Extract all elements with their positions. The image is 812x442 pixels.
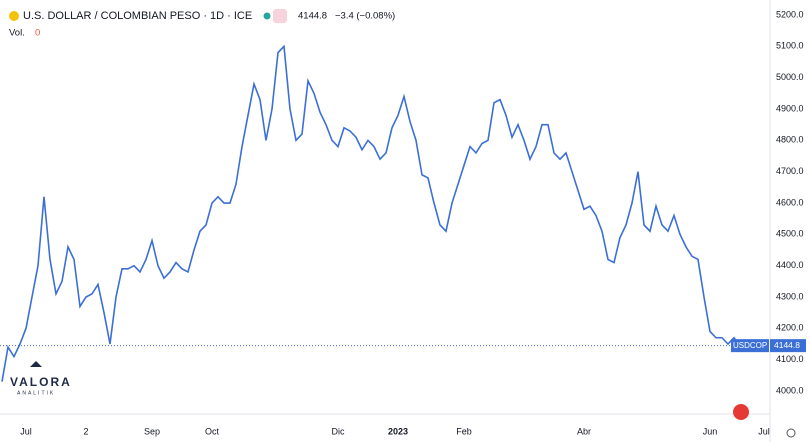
price-change: −3.4 (−0.08%) [335,11,395,22]
y-tick-label: 4900.0 [776,103,804,113]
y-tick-label: 4400.0 [776,260,804,270]
x-tick-label: Jul [20,426,32,436]
y-tick-label: 4200.0 [776,323,804,333]
volume-label: Vol. [9,28,25,39]
y-tick-label: 5100.0 [776,41,804,51]
y-tick-label: 4500.0 [776,229,804,239]
y-tick-label: 4800.0 [776,135,804,145]
symbol-label: USDCOP [733,341,767,350]
x-tick-label: Abr [577,426,591,436]
y-tick-label: 4600.0 [776,197,804,207]
x-tick-label: Jun [703,426,718,436]
status-dot [263,12,271,20]
price-axis-label: 4144.8 [774,340,800,350]
x-tick-label: 2023 [388,426,408,436]
y-tick-label: 5200.0 [776,9,804,19]
logo-tagline: ANALITIK [17,390,55,396]
volume-value: 0 [35,28,40,39]
x-tick-label: Oct [205,426,220,436]
x-tick-label: 2 [83,426,88,436]
y-tick-label: 5000.0 [776,72,804,82]
y-tick-label: 4300.0 [776,291,804,301]
chart-title: U.S. DOLLAR / COLOMBIAN PESO · 1D · ICE [23,10,252,22]
price-line [1,44,741,382]
logo-mark [30,361,42,367]
last-price: 4144.8 [298,11,327,22]
flag-icon [9,11,19,21]
flag-button[interactable] [733,404,749,420]
status-badge[interactable] [273,9,287,23]
settings-button[interactable] [786,428,796,438]
y-tick-label: 4700.0 [776,166,804,176]
logo-name: VALORA [10,375,72,389]
price-badge [770,339,806,353]
x-tick-label: Sep [144,426,160,436]
y-tick-label: 4100.0 [776,354,804,364]
symbol-badge [731,339,769,353]
y-tick-label: 4000.0 [776,385,804,395]
x-tick-label: Jul [758,426,770,436]
x-tick-label: Feb [456,426,472,436]
x-tick-label: Dic [332,426,345,436]
